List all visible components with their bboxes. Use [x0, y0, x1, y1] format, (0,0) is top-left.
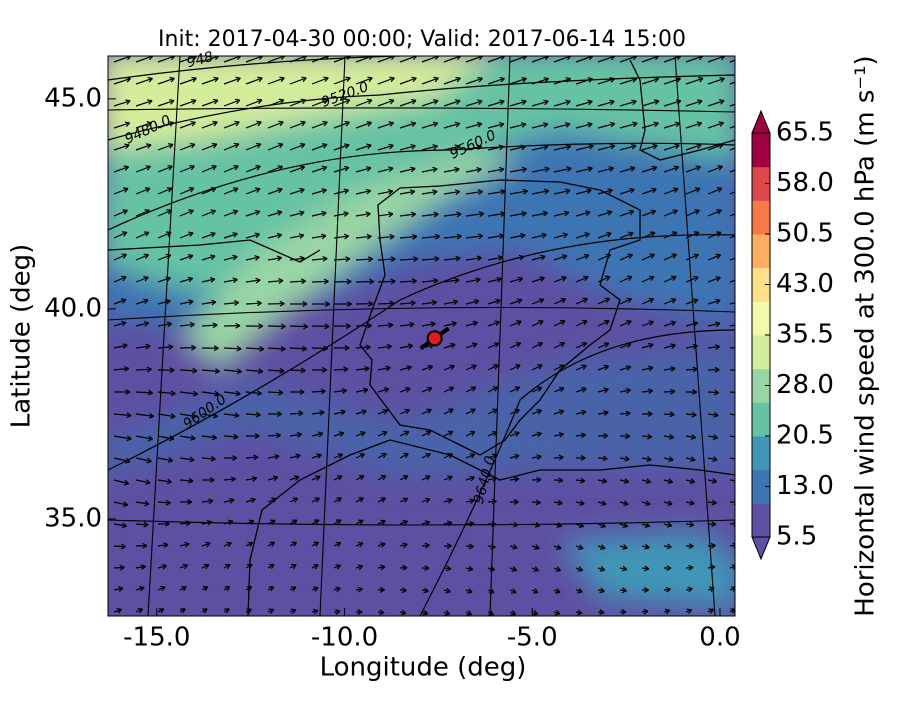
x-tick-label: -10.0: [311, 623, 378, 653]
colorbar-tick-label: 13.0: [776, 471, 834, 501]
wind-arrow-head: [739, 166, 744, 170]
colorbar-band: [752, 402, 770, 436]
wind-arrow: [378, 303, 394, 304]
colorbar-tick-label: 58.0: [776, 168, 834, 198]
wind-arrow-head: [741, 100, 746, 105]
colorbar-band: [752, 133, 770, 167]
colorbar-label: Horizontal wind speed at 300.0 hPa (m s⁻…: [851, 55, 881, 616]
x-tick-label: -5.0: [507, 623, 558, 653]
wind-arrow-head: [737, 345, 742, 350]
colorbar-tick-label: 43.0: [776, 269, 834, 299]
colorbar-band: [752, 200, 770, 234]
wind-arrow-head: [742, 77, 747, 82]
colorbar-tick-label: 50.5: [776, 219, 834, 249]
colorbar-band: [752, 503, 770, 537]
colorbar-extend-high: [752, 111, 770, 133]
colorbar-band: [752, 335, 770, 369]
wind-arrow: [356, 281, 374, 282]
wind-arrow-head: [737, 322, 742, 327]
wind-arrow-head: [738, 254, 743, 258]
wind-arrow-head: [735, 413, 740, 418]
y-axis-label: Latitude (deg): [7, 244, 37, 429]
colorbar-band: [752, 436, 770, 470]
wind-arrow-head: [737, 300, 742, 305]
colorbar-tick-label: 28.0: [776, 370, 834, 400]
wind-arrow-head: [739, 188, 744, 192]
x-tick-label: 0.0: [699, 623, 740, 653]
y-tick-label: 45.0: [44, 83, 102, 113]
wind-arrow: [268, 326, 285, 327]
wind-arrow: [730, 347, 742, 348]
y-tick-label: 35.0: [44, 503, 102, 533]
wind-arrow-head: [742, 55, 747, 60]
wind-arrow-head: [738, 210, 743, 214]
y-tick-label: 40.0: [44, 293, 102, 323]
wind-arrow-head: [738, 277, 743, 282]
wind-arrow: [312, 281, 328, 282]
wind-arrow-head: [741, 122, 746, 127]
wind-arrow: [290, 370, 305, 371]
wind-arrow-head: [736, 390, 741, 395]
wind-arrow-head: [740, 144, 745, 148]
chart-title: Init: 2017-04-30 00:00; Valid: 2017-06-1…: [158, 27, 686, 52]
colorbar-extend-low: [752, 537, 770, 559]
x-tick-label: -15.0: [123, 623, 190, 653]
wind-arrow: [224, 348, 241, 349]
colorbar-tick-label: 20.5: [776, 421, 834, 451]
colorbar-tick-label: 65.5: [776, 118, 834, 148]
colorbar-band: [752, 301, 770, 335]
x-axis-label: Longitude (deg): [320, 653, 527, 683]
colorbar-tick-label: 5.5: [776, 522, 817, 552]
wind-arrow-head: [737, 368, 741, 373]
wind-arrow: [136, 369, 152, 370]
location-marker: [428, 331, 442, 345]
wind-arrow-head: [735, 435, 740, 440]
colorbar-band: [752, 234, 770, 268]
wind-arrow: [290, 326, 308, 327]
wind-arrow-head: [738, 232, 743, 236]
colorbar-tick-label: 35.5: [776, 320, 834, 350]
wind-arrow: [378, 281, 395, 282]
wind-arrow: [136, 392, 153, 393]
map-field: [100, 50, 747, 616]
